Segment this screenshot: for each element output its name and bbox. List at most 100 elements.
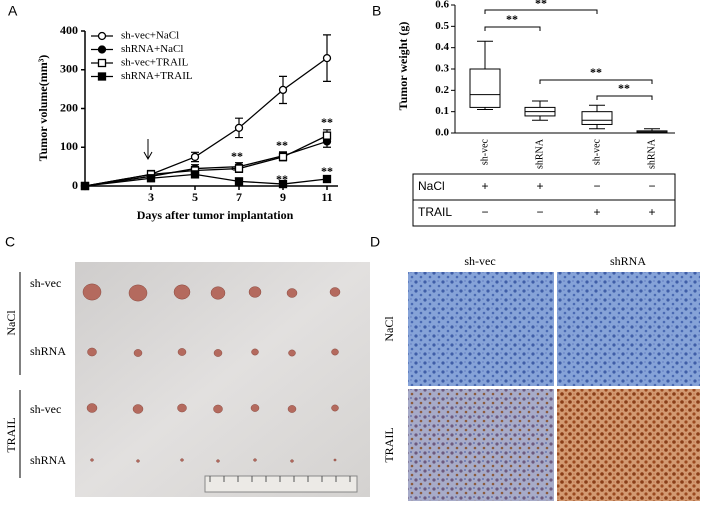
table-cell: + <box>536 179 543 193</box>
panel-label: C <box>5 234 15 250</box>
y-tick-label: 200 <box>60 100 78 114</box>
box-whisker <box>477 40 493 69</box>
tumor <box>213 404 223 414</box>
annotation: ** <box>321 115 333 129</box>
legend-label: shRNA+NaCl <box>121 43 183 55</box>
marker <box>234 123 244 133</box>
tumor <box>86 403 98 413</box>
marker <box>278 179 288 189</box>
tumor <box>331 404 339 412</box>
legend-marker <box>97 31 107 41</box>
tumor-photo <box>75 262 370 497</box>
x-tick-label: 11 <box>321 190 332 204</box>
marker <box>322 174 332 184</box>
column-label: sh-vec <box>464 254 495 268</box>
x-tick-label: sh-vec <box>479 138 490 165</box>
box-whisker <box>532 115 548 121</box>
bracket <box>484 26 541 31</box>
y-tick-label: 400 <box>60 23 78 37</box>
row-label: TRAIL <box>382 427 396 462</box>
legend-label: sh-vec+TRAIL <box>121 57 189 69</box>
marker <box>146 174 156 183</box>
y-tick-label: 0.0 <box>435 127 449 139</box>
x-tick-label: shRNA <box>646 138 657 169</box>
y-tick-label: 0 <box>72 178 78 192</box>
legend-label: sh-vec+NaCl <box>121 30 179 42</box>
y-tick-label: 0.1 <box>435 105 449 117</box>
annotation: ** <box>276 138 288 152</box>
tumor <box>286 288 298 298</box>
box <box>469 68 501 108</box>
y-axis-label: Tumor volume(mm³) <box>36 55 50 162</box>
row-label: sh-vec <box>30 402 61 416</box>
table-cell: + <box>593 205 600 219</box>
table-row-label: TRAIL <box>418 205 452 219</box>
y-tick-label: 0.2 <box>435 84 449 96</box>
y-tick-label: 0.3 <box>435 63 449 75</box>
series-line <box>84 173 328 187</box>
legend-marker <box>97 58 107 68</box>
y-axis-label: Tumor weight (g) <box>396 22 410 111</box>
bracket <box>484 9 598 14</box>
ihc-image <box>557 272 700 386</box>
tumors <box>82 283 341 463</box>
annotation: ** <box>506 12 518 26</box>
y-tick-label: 100 <box>60 139 78 153</box>
ihc-image <box>408 272 554 386</box>
tumor <box>82 283 102 301</box>
tumor <box>253 458 257 462</box>
box-whisker <box>532 100 548 108</box>
legend-label: shRNA+TRAIL <box>121 70 193 82</box>
x-tick-label: sh-vec <box>591 138 602 165</box>
group-label: TRAIL <box>4 417 18 452</box>
marker <box>234 164 244 173</box>
table-cell: − <box>536 205 543 219</box>
annotation: ** <box>231 149 243 163</box>
tumor <box>177 403 187 413</box>
y-tick-label: 0.6 <box>435 0 449 11</box>
marker <box>80 181 90 191</box>
arrow <box>143 139 153 161</box>
tumor <box>216 459 220 463</box>
significance-brackets <box>484 9 653 100</box>
tumor <box>128 284 148 302</box>
legend-marker <box>97 45 107 54</box>
tumor <box>90 458 94 462</box>
marker <box>278 85 288 95</box>
annotation: ** <box>618 81 630 95</box>
table-cell: + <box>481 179 488 193</box>
tumor <box>251 348 259 356</box>
tumor <box>177 348 187 356</box>
x-tick-label: 5 <box>192 190 198 204</box>
tumor <box>213 349 223 357</box>
tumor <box>287 405 297 413</box>
panel-label: A <box>8 3 18 19</box>
row-label: sh-vec <box>30 276 61 290</box>
table-cell: + <box>648 205 655 219</box>
box-whisker <box>589 124 605 130</box>
bracket <box>596 95 653 100</box>
box <box>581 111 613 125</box>
tumor <box>210 286 226 300</box>
table-cell: − <box>648 179 655 193</box>
group-label: NaCl <box>4 310 18 336</box>
column-label: shRNA <box>610 254 646 268</box>
y-tick-label: 300 <box>60 62 78 76</box>
marker <box>322 53 332 63</box>
tumor <box>133 349 143 357</box>
row-label: shRNA <box>30 344 66 358</box>
legend-marker <box>97 72 107 81</box>
marker <box>322 131 332 140</box>
y-tick-label: 0.5 <box>435 20 449 32</box>
table-row-label: NaCl <box>418 179 445 193</box>
marker <box>278 152 288 162</box>
row-label: shRNA <box>30 453 66 467</box>
row-label: NaCl <box>382 316 396 342</box>
tumor <box>333 458 337 462</box>
x-axis-label: Days after tumor implantation <box>137 208 294 222</box>
tumor <box>248 286 262 298</box>
tumor <box>288 349 296 357</box>
panel-label: B <box>372 3 381 19</box>
bracket <box>539 79 653 84</box>
